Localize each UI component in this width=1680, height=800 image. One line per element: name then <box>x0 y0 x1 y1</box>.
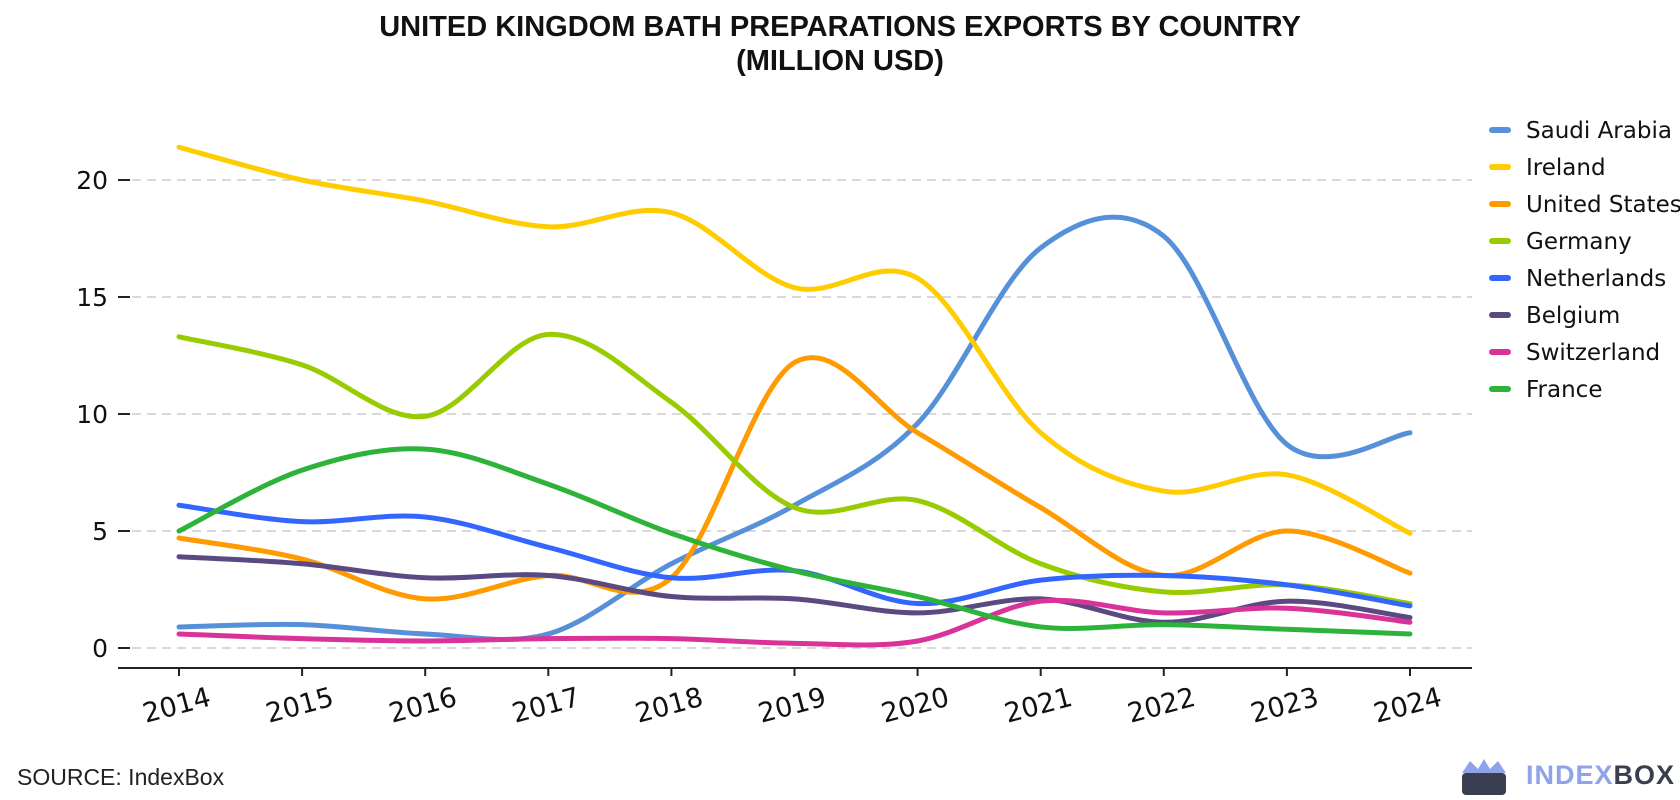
x-tick-label: 2014 <box>140 682 214 730</box>
legend-label-belgium: Belgium <box>1526 303 1620 329</box>
x-tick-label: 2020 <box>878 682 952 730</box>
brand-part2: BOX <box>1613 760 1676 790</box>
series-line-ireland <box>176 144 1413 536</box>
y-tick-label: 15 <box>76 283 108 312</box>
x-tick-label: 2017 <box>509 682 583 730</box>
legend-label-united-states: United States <box>1526 192 1680 218</box>
legend: Saudi Arabia Ireland United States Germany N… <box>1489 118 1680 403</box>
chart-title-line1: UNITED KINGDOM BATH PREPARATIONS EXPORTS… <box>379 11 1301 43</box>
legend-label-ireland: Ireland <box>1526 155 1606 181</box>
grid-lines <box>132 179 1472 649</box>
x-tick-label: 2016 <box>386 682 460 730</box>
legend-label-germany: Germany <box>1526 229 1632 255</box>
series-line-france <box>176 446 1413 637</box>
indexbox-crown-logo-icon <box>1462 759 1506 795</box>
y-tick-label: 0 <box>92 634 108 663</box>
series-line-belgium <box>176 554 1413 625</box>
series-lines <box>176 144 1413 648</box>
y-tick-label: 20 <box>76 166 108 195</box>
legend-label-saudi-arabia: Saudi Arabia <box>1526 118 1672 144</box>
x-tick-label: 2019 <box>755 682 829 730</box>
legend-label-netherlands: Netherlands <box>1526 266 1666 292</box>
y-tick-label: 10 <box>76 400 108 429</box>
legend-label-switzerland: Switzerland <box>1526 340 1660 366</box>
source-note: SOURCE: IndexBox <box>17 764 225 790</box>
brand-part1: INDEX <box>1526 760 1614 790</box>
chart-title-line2: (MILLION USD) <box>736 45 944 77</box>
x-tick-label: 2018 <box>632 682 706 730</box>
x-tick-label: 2015 <box>263 682 337 730</box>
legend-label-france: France <box>1526 377 1602 403</box>
x-tick-label: 2024 <box>1371 682 1445 730</box>
series-line-switzerland <box>176 597 1413 648</box>
chart-title: UNITED KINGDOM BATH PREPARATIONS EXPORTS… <box>240 10 1440 78</box>
x-tick-label: 2022 <box>1124 682 1198 730</box>
x-tick-label: 2023 <box>1247 682 1321 730</box>
series-line-saudi-arabia <box>176 214 1413 643</box>
y-tick-label: 5 <box>92 517 108 546</box>
x-tick-label: 2021 <box>1001 682 1075 730</box>
series-line-germany <box>176 331 1413 607</box>
brand-logo-text: INDEXBOX <box>1526 760 1675 791</box>
series-line-united-states <box>176 355 1413 602</box>
